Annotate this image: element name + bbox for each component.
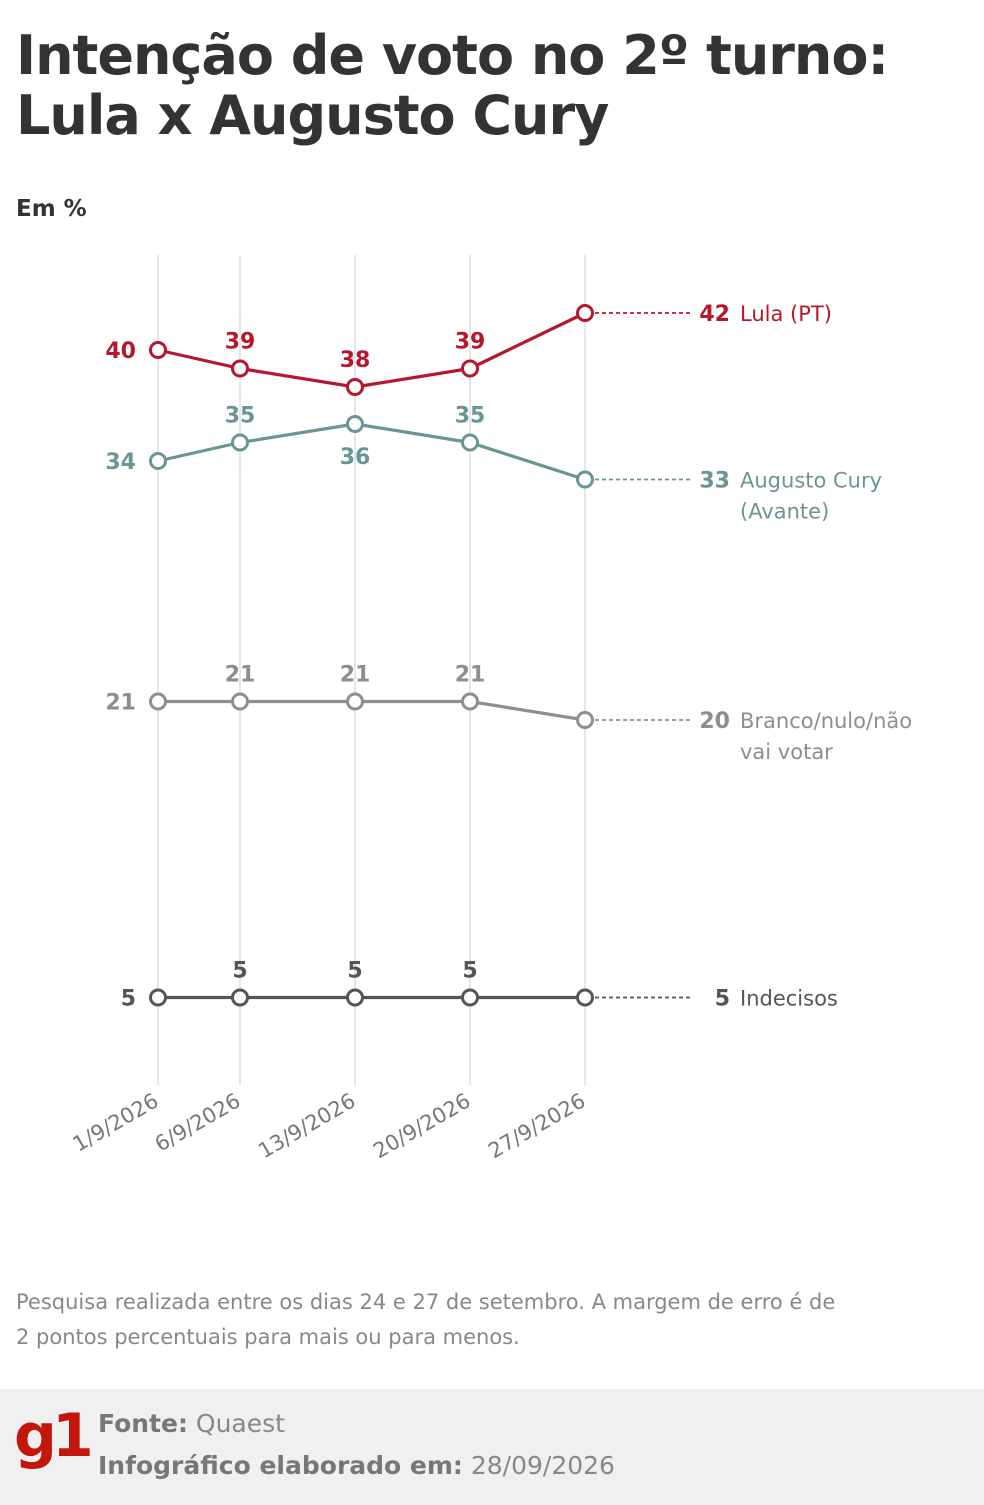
data-label-2-4: 35 xyxy=(455,404,486,429)
data-point-1-3 xyxy=(346,378,364,396)
end-value-1: 42 xyxy=(699,302,730,327)
data-label-1-2: 39 xyxy=(225,330,256,355)
data-point-2-4 xyxy=(461,433,479,452)
data-point-4-2 xyxy=(231,988,249,1007)
series-name-2-line-1: Augusto Cury xyxy=(740,469,882,493)
series-line-1 xyxy=(157,311,586,389)
x-tick-label-2: 6/9/2026 xyxy=(151,1089,245,1157)
data-point-3-4 xyxy=(461,692,479,711)
end-value-2: 33 xyxy=(699,469,730,494)
data-label-4-3: 5 xyxy=(347,959,362,984)
series-line-2 xyxy=(157,422,586,482)
series-name-1-line-1: Lula (PT) xyxy=(740,302,832,326)
data-point-1-4 xyxy=(461,359,479,378)
end-value-3: 20 xyxy=(699,709,730,734)
data-point-1-2 xyxy=(231,359,249,378)
data-label-3-1: 21 xyxy=(105,691,136,716)
x-tick-label-1: 1/9/2026 xyxy=(69,1089,163,1157)
source-value: Quaest xyxy=(195,1409,285,1438)
date-label: Infográfico elaborado em: xyxy=(98,1451,463,1480)
data-point-4-1 xyxy=(149,988,167,1007)
x-tick-label-3: 13/9/2026 xyxy=(254,1089,359,1164)
data-point-2-1 xyxy=(149,452,167,470)
date-credit: Infográfico elaborado em: 28/09/2026 xyxy=(98,1451,615,1480)
unit-label: Em % xyxy=(16,196,87,222)
data-point-2-5 xyxy=(576,470,594,489)
data-label-2-2: 35 xyxy=(225,404,256,429)
end-value-4: 5 xyxy=(715,987,730,1012)
data-point-4-3 xyxy=(346,988,364,1007)
series-name-3-line-1: Branco/nulo/não xyxy=(740,709,912,733)
chart-title: Intenção de voto no 2º turno: Lula x Aug… xyxy=(16,24,889,147)
data-label-1-3: 38 xyxy=(340,348,371,373)
data-point-3-2 xyxy=(231,692,249,711)
data-point-4-5 xyxy=(576,988,594,1007)
data-point-4-4 xyxy=(461,988,479,1007)
data-point-2-3 xyxy=(346,415,364,433)
data-label-1-1: 40 xyxy=(105,339,136,364)
data-label-4-2: 5 xyxy=(232,959,247,984)
data-point-1-5 xyxy=(576,304,594,322)
g1-logo: g1 xyxy=(14,1401,94,1471)
data-label-4-4: 5 xyxy=(462,959,477,984)
methodology-note: Pesquisa realizada entre os dias 24 e 27… xyxy=(16,1290,836,1349)
series-line-3 xyxy=(158,699,586,722)
series-name-4-line-1: Indecisos xyxy=(740,987,838,1011)
series-name-3-line-2: vai votar xyxy=(740,740,833,764)
source-credit: Fonte: Quaest xyxy=(98,1409,285,1438)
data-point-3-1 xyxy=(149,692,167,711)
source-label: Fonte: xyxy=(98,1409,188,1438)
data-label-3-2: 21 xyxy=(225,663,256,688)
data-label-1-4: 39 xyxy=(455,330,486,355)
data-label-3-3: 21 xyxy=(340,663,371,688)
title-line-1: Intenção de voto no 2º turno: xyxy=(16,24,889,87)
data-point-3-5 xyxy=(576,711,594,729)
data-point-3-3 xyxy=(346,692,364,711)
x-tick-label-4: 20/9/2026 xyxy=(369,1089,474,1164)
footer: g1 Fonte: Quaest Infográfico elaborado e… xyxy=(0,1389,984,1505)
series-name-2-line-2: (Avante) xyxy=(740,500,829,524)
data-label-2-1: 34 xyxy=(105,450,136,475)
data-point-2-2 xyxy=(231,433,249,452)
title-line-2: Lula x Augusto Cury xyxy=(16,84,609,147)
data-label-2-3: 36 xyxy=(340,445,371,470)
date-value: 28/09/2026 xyxy=(470,1451,615,1480)
data-label-3-4: 21 xyxy=(455,663,486,688)
x-tick-label-5: 27/9/2026 xyxy=(484,1089,589,1164)
data-point-1-1 xyxy=(149,341,167,359)
data-label-4-1: 5 xyxy=(121,987,136,1012)
